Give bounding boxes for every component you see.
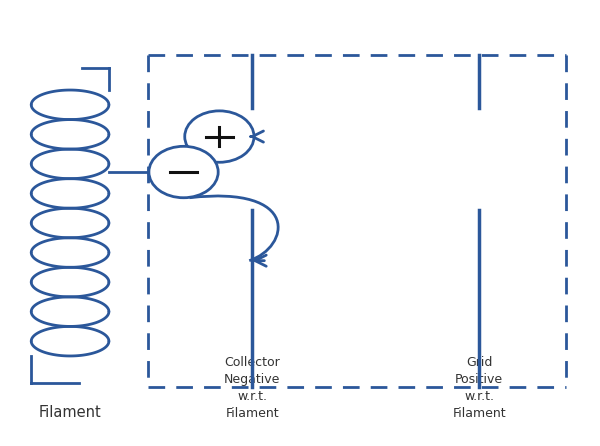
Text: Filament: Filament [38, 405, 101, 420]
Text: Grid
Positive
w.r.t.
Filament: Grid Positive w.r.t. Filament [452, 356, 506, 420]
Text: Collector
Negative
w.r.t.
Filament: Collector Negative w.r.t. Filament [224, 356, 280, 420]
Circle shape [149, 146, 218, 198]
Circle shape [185, 111, 254, 162]
